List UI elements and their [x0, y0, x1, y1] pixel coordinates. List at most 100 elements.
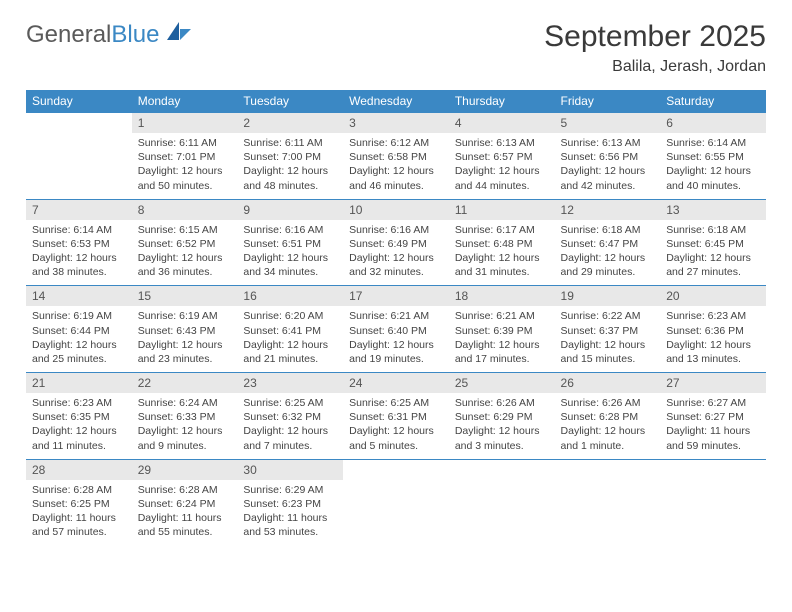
day-number: 24: [343, 373, 449, 394]
sunset: Sunset: 6:31 PM: [349, 410, 443, 424]
sunrise: Sunrise: 6:25 AM: [243, 396, 337, 410]
sunrise: Sunrise: 6:18 AM: [666, 223, 760, 237]
daylight: Daylight: 12 hours and 9 minutes.: [138, 424, 232, 452]
sunset: Sunset: 6:57 PM: [455, 150, 549, 164]
daylight: Daylight: 12 hours and 31 minutes.: [455, 251, 549, 279]
day-number: 6: [660, 113, 766, 134]
sunrise: Sunrise: 6:28 AM: [32, 483, 126, 497]
day-number: 28: [26, 459, 132, 480]
daylight: Daylight: 12 hours and 34 minutes.: [243, 251, 337, 279]
day-number: 14: [26, 286, 132, 307]
sunset: Sunset: 6:43 PM: [138, 324, 232, 338]
sunset: Sunset: 6:24 PM: [138, 497, 232, 511]
sunrise: Sunrise: 6:21 AM: [349, 309, 443, 323]
sunrise: Sunrise: 6:27 AM: [666, 396, 760, 410]
day-cell: Sunrise: 6:21 AMSunset: 6:40 PMDaylight:…: [343, 306, 449, 372]
sunset: Sunset: 6:23 PM: [243, 497, 337, 511]
day-cell: [660, 480, 766, 546]
day-cell: Sunrise: 6:19 AMSunset: 6:44 PMDaylight:…: [26, 306, 132, 372]
day-number: 8: [132, 199, 238, 220]
daylight: Daylight: 12 hours and 19 minutes.: [349, 338, 443, 366]
sunrise: Sunrise: 6:24 AM: [138, 396, 232, 410]
day-cell: Sunrise: 6:25 AMSunset: 6:31 PMDaylight:…: [343, 393, 449, 459]
col-monday: Monday: [132, 90, 238, 113]
day-cell: Sunrise: 6:27 AMSunset: 6:27 PMDaylight:…: [660, 393, 766, 459]
daynum-row: 282930: [26, 459, 766, 480]
sunset: Sunset: 6:25 PM: [32, 497, 126, 511]
day-cell: Sunrise: 6:12 AMSunset: 6:58 PMDaylight:…: [343, 133, 449, 199]
day-number: 21: [26, 373, 132, 394]
daylight: Daylight: 12 hours and 17 minutes.: [455, 338, 549, 366]
day-number: 3: [343, 113, 449, 134]
day-cell: Sunrise: 6:13 AMSunset: 6:56 PMDaylight:…: [555, 133, 661, 199]
day-number: 30: [237, 459, 343, 480]
daynum-row: 123456: [26, 113, 766, 134]
day-cell: Sunrise: 6:11 AMSunset: 7:00 PMDaylight:…: [237, 133, 343, 199]
sunset: Sunset: 6:32 PM: [243, 410, 337, 424]
sunrise: Sunrise: 6:15 AM: [138, 223, 232, 237]
sunset: Sunset: 6:52 PM: [138, 237, 232, 251]
col-thursday: Thursday: [449, 90, 555, 113]
sunset: Sunset: 6:58 PM: [349, 150, 443, 164]
daylight: Daylight: 12 hours and 32 minutes.: [349, 251, 443, 279]
sunrise: Sunrise: 6:13 AM: [455, 136, 549, 150]
sunrise: Sunrise: 6:23 AM: [32, 396, 126, 410]
day-number: 2: [237, 113, 343, 134]
day-number: [660, 459, 766, 480]
day-header-row: Sunday Monday Tuesday Wednesday Thursday…: [26, 90, 766, 113]
sunrise: Sunrise: 6:28 AM: [138, 483, 232, 497]
daynum-row: 78910111213: [26, 199, 766, 220]
sunset: Sunset: 7:00 PM: [243, 150, 337, 164]
day-cell: Sunrise: 6:29 AMSunset: 6:23 PMDaylight:…: [237, 480, 343, 546]
day-number: 22: [132, 373, 238, 394]
daynum-row: 21222324252627: [26, 373, 766, 394]
daylight: Daylight: 12 hours and 27 minutes.: [666, 251, 760, 279]
daylight: Daylight: 12 hours and 25 minutes.: [32, 338, 126, 366]
day-cell: Sunrise: 6:20 AMSunset: 6:41 PMDaylight:…: [237, 306, 343, 372]
sunrise: Sunrise: 6:26 AM: [455, 396, 549, 410]
day-cell: Sunrise: 6:16 AMSunset: 6:51 PMDaylight:…: [237, 220, 343, 286]
sunrise: Sunrise: 6:11 AM: [138, 136, 232, 150]
sunrise: Sunrise: 6:26 AM: [561, 396, 655, 410]
day-cell: Sunrise: 6:16 AMSunset: 6:49 PMDaylight:…: [343, 220, 449, 286]
sunrise: Sunrise: 6:16 AM: [349, 223, 443, 237]
sunset: Sunset: 6:33 PM: [138, 410, 232, 424]
day-cell: Sunrise: 6:14 AMSunset: 6:53 PMDaylight:…: [26, 220, 132, 286]
day-cell: Sunrise: 6:21 AMSunset: 6:39 PMDaylight:…: [449, 306, 555, 372]
daylight: Daylight: 12 hours and 1 minute.: [561, 424, 655, 452]
day-cell: Sunrise: 6:18 AMSunset: 6:45 PMDaylight:…: [660, 220, 766, 286]
sunrise: Sunrise: 6:19 AM: [32, 309, 126, 323]
day-cell: Sunrise: 6:13 AMSunset: 6:57 PMDaylight:…: [449, 133, 555, 199]
content-row: Sunrise: 6:23 AMSunset: 6:35 PMDaylight:…: [26, 393, 766, 459]
day-cell: Sunrise: 6:28 AMSunset: 6:25 PMDaylight:…: [26, 480, 132, 546]
day-cell: Sunrise: 6:28 AMSunset: 6:24 PMDaylight:…: [132, 480, 238, 546]
day-cell: Sunrise: 6:14 AMSunset: 6:55 PMDaylight:…: [660, 133, 766, 199]
daylight: Daylight: 12 hours and 3 minutes.: [455, 424, 549, 452]
day-cell: Sunrise: 6:26 AMSunset: 6:29 PMDaylight:…: [449, 393, 555, 459]
col-sunday: Sunday: [26, 90, 132, 113]
sunrise: Sunrise: 6:12 AM: [349, 136, 443, 150]
sunrise: Sunrise: 6:18 AM: [561, 223, 655, 237]
sunset: Sunset: 6:39 PM: [455, 324, 549, 338]
day-cell: Sunrise: 6:18 AMSunset: 6:47 PMDaylight:…: [555, 220, 661, 286]
day-number: 7: [26, 199, 132, 220]
day-cell: Sunrise: 6:15 AMSunset: 6:52 PMDaylight:…: [132, 220, 238, 286]
day-cell: Sunrise: 6:23 AMSunset: 6:36 PMDaylight:…: [660, 306, 766, 372]
sunrise: Sunrise: 6:14 AM: [666, 136, 760, 150]
day-number: 4: [449, 113, 555, 134]
sunset: Sunset: 6:56 PM: [561, 150, 655, 164]
sunrise: Sunrise: 6:23 AM: [666, 309, 760, 323]
daylight: Daylight: 11 hours and 57 minutes.: [32, 511, 126, 539]
daylight: Daylight: 12 hours and 44 minutes.: [455, 164, 549, 192]
daylight: Daylight: 12 hours and 50 minutes.: [138, 164, 232, 192]
day-number: 17: [343, 286, 449, 307]
day-cell: [26, 133, 132, 199]
calendar-table: Sunday Monday Tuesday Wednesday Thursday…: [26, 90, 766, 545]
sunrise: Sunrise: 6:14 AM: [32, 223, 126, 237]
title-block: September 2025 Balila, Jerash, Jordan: [544, 20, 766, 76]
daylight: Daylight: 12 hours and 48 minutes.: [243, 164, 337, 192]
sunset: Sunset: 6:37 PM: [561, 324, 655, 338]
daylight: Daylight: 12 hours and 38 minutes.: [32, 251, 126, 279]
daylight: Daylight: 11 hours and 59 minutes.: [666, 424, 760, 452]
daylight: Daylight: 11 hours and 55 minutes.: [138, 511, 232, 539]
